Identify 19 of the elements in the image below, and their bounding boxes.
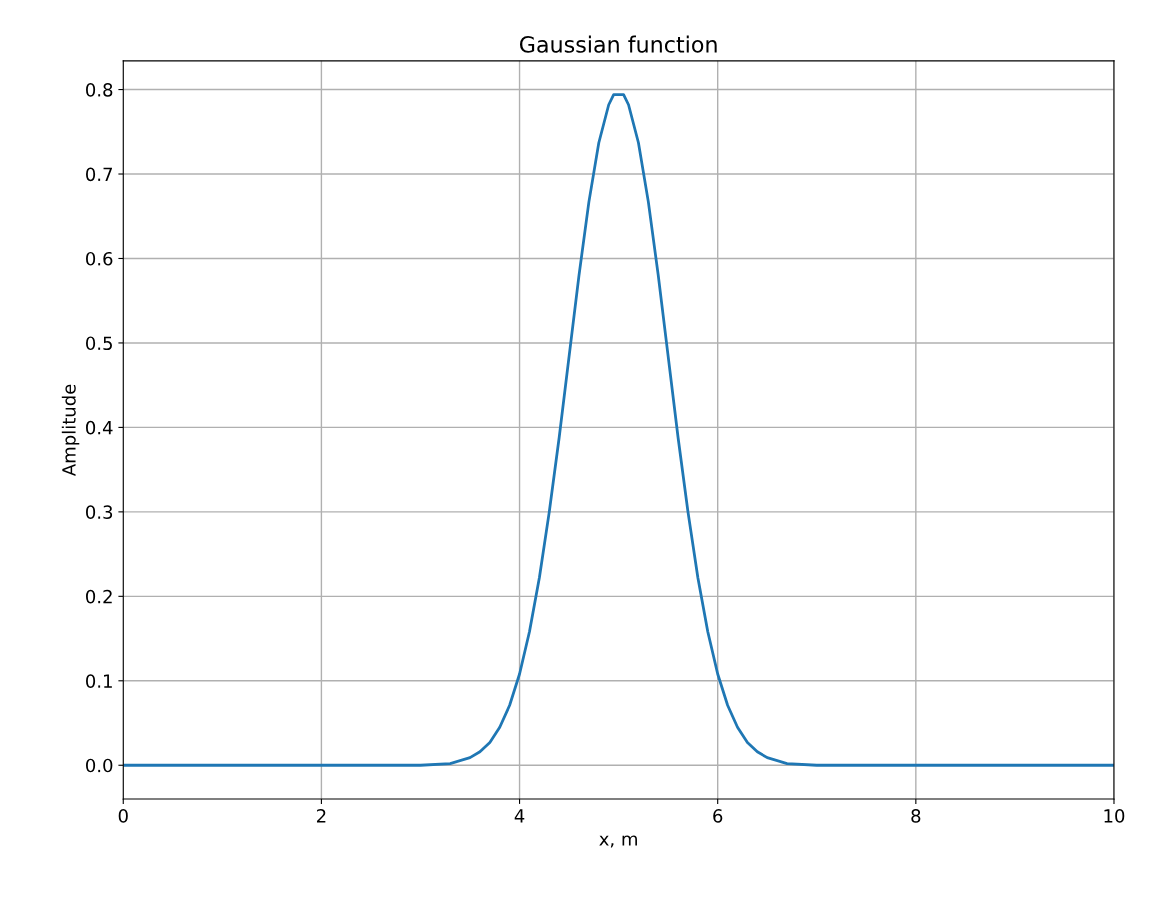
y-tick-label: 0.6 bbox=[86, 251, 113, 266]
y-tick-label: 0.2 bbox=[86, 589, 112, 604]
x-axis-title: x, m bbox=[599, 835, 637, 848]
line-series bbox=[123, 93, 1114, 767]
y-tick-label: 0.4 bbox=[86, 420, 113, 435]
chart-title: Gaussian function bbox=[519, 35, 717, 53]
y-tick-label: 0.7 bbox=[86, 167, 112, 182]
y-tick-label: 0.5 bbox=[86, 336, 112, 351]
x-tick-label: 4 bbox=[514, 809, 525, 823]
x-tick-label: 6 bbox=[713, 809, 723, 823]
x-tick-label: 0 bbox=[118, 809, 128, 823]
x-tick-label: 2 bbox=[316, 809, 326, 823]
y-tick-label: 0.3 bbox=[86, 505, 113, 519]
y-tick-label: 0.8 bbox=[86, 83, 113, 97]
y-axis-title: Amplitude bbox=[61, 384, 80, 477]
y-tick-label: 0.1 bbox=[86, 674, 112, 688]
x-tick-label: 10 bbox=[1104, 809, 1125, 823]
x-tick-label: 8 bbox=[911, 809, 921, 823]
y-tick-label: 0.0 bbox=[86, 758, 113, 773]
